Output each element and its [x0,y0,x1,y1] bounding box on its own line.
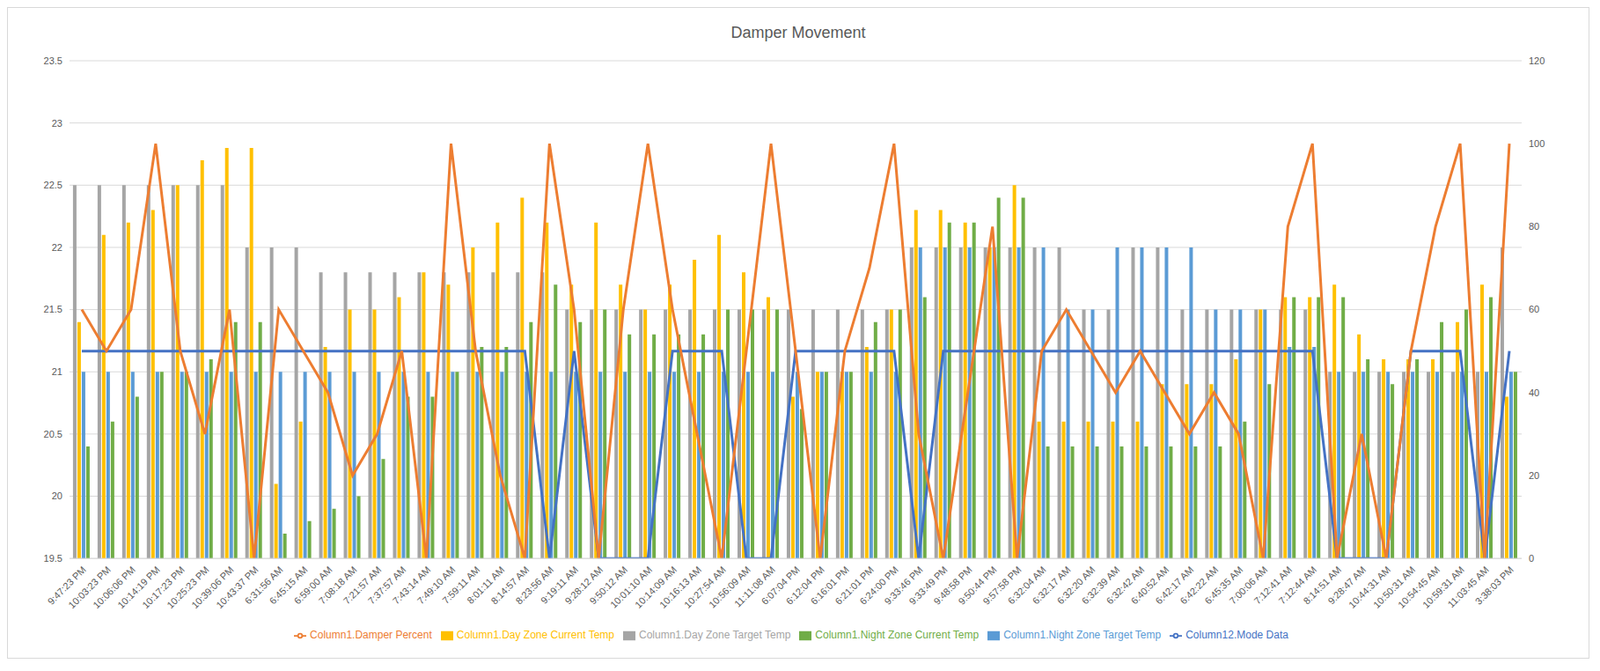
svg-text:7:37:57 AM: 7:37:57 AM [365,563,408,606]
svg-text:6:32:20 AM: 6:32:20 AM [1054,563,1098,606]
svg-text:9:50:44 PM: 9:50:44 PM [956,563,999,607]
svg-text:20: 20 [1528,469,1540,481]
svg-text:6:32:39 AM: 6:32:39 AM [1079,563,1122,606]
svg-text:7:21:57 AM: 7:21:57 AM [341,563,384,606]
svg-text:6:31:56 AM: 6:31:56 AM [242,563,285,606]
svg-text:22.5: 22.5 [44,179,63,191]
svg-text:21: 21 [51,366,63,377]
svg-text:10:59:31 AM: 10:59:31 AM [1420,563,1467,610]
svg-text:21.5: 21.5 [44,303,63,315]
svg-text:23.5: 23.5 [44,55,63,67]
svg-text:6:42:22 AM: 6:42:22 AM [1177,563,1221,606]
html-text:Damper Movement: Damper Movement [730,23,866,42]
svg-text:6:45:15 AM: 6:45:15 AM [267,563,310,606]
svg-text:10:44:31 AM: 10:44:31 AM [1346,563,1393,610]
svg-text:10:14:19 PM: 10:14:19 PM [115,563,162,611]
svg-text:9:57:58 PM: 9:57:58 PM [980,563,1024,607]
svg-text:20: 20 [51,490,63,501]
svg-text:11:11:08 AM: 11:11:08 AM [732,563,778,609]
svg-text:10:54:45 AM: 10:54:45 AM [1395,563,1442,610]
svg-text:10:16:13 AM: 10:16:13 AM [657,563,704,610]
svg-text:60: 60 [1528,303,1540,315]
svg-text:10:56:09 AM: 10:56:09 AM [706,563,753,610]
svg-text:10:50:31 AM: 10:50:31 AM [1371,563,1418,610]
svg-text:10:03:23 PM: 10:03:23 PM [66,563,113,611]
svg-text:10:39:06 PM: 10:39:06 PM [189,563,236,611]
html-text:Column1.Day Zone Target Temp: Column1.Day Zone Target Temp [638,628,791,641]
svg-text:19.5: 19.5 [44,552,63,564]
svg-text:6:32:04 AM: 6:32:04 AM [1005,563,1048,606]
svg-text:6:24:00 PM: 6:24:00 PM [857,563,901,607]
svg-text:10:27:54 AM: 10:27:54 AM [681,563,728,610]
svg-text:20.5: 20.5 [44,428,63,440]
svg-text:120: 120 [1528,55,1545,67]
svg-text:9:50:12 AM: 9:50:12 AM [587,563,630,606]
svg-text:6:42:17 AM: 6:42:17 AM [1153,563,1196,606]
svg-text:6:32:42 AM: 6:32:42 AM [1104,563,1147,606]
svg-text:8:14:57 AM: 8:14:57 AM [488,563,531,606]
svg-text:6:40:52 AM: 6:40:52 AM [1128,563,1171,606]
svg-text:6:12:04 PM: 6:12:04 PM [783,563,827,607]
svg-text:9:19:11 AM: 9:19:11 AM [538,563,581,606]
svg-text:6:21:01 PM: 6:21:01 PM [833,563,876,607]
svg-text:10:25:23 PM: 10:25:23 PM [164,563,212,611]
html-text:Column1.Night Zone Current Tem: Column1.Night Zone Current Temp [815,628,979,641]
svg-text:9:48:58 PM: 9:48:58 PM [931,563,974,607]
svg-text:6:45:35 AM: 6:45:35 AM [1202,563,1245,606]
svg-text:40: 40 [1528,387,1540,398]
svg-text:6:07:04 PM: 6:07:04 PM [759,563,802,607]
svg-text:7:12:41 AM: 7:12:41 AM [1251,563,1294,606]
svg-text:9:33:46 PM: 9:33:46 PM [882,563,925,607]
svg-text:10:17:23 PM: 10:17:23 PM [140,563,187,611]
html-text:Column12.Mode Data: Column12.Mode Data [1185,628,1289,641]
svg-text:22: 22 [51,242,63,253]
svg-text:6:16:01 PM: 6:16:01 PM [808,563,851,607]
svg-text:3:38:03 PM: 3:38:03 PM [1473,564,1516,607]
svg-text:10:01:10 AM: 10:01:10 AM [608,563,654,610]
svg-text:0: 0 [1528,552,1534,564]
svg-text:9:33:49 PM: 9:33:49 PM [906,563,950,607]
svg-text:80: 80 [1528,220,1540,232]
svg-text:8:14:51 AM: 8:14:51 AM [1301,563,1344,606]
svg-text:9:28:12 AM: 9:28:12 AM [562,563,605,606]
svg-text:7:43:14 AM: 7:43:14 AM [390,563,433,606]
svg-text:7:59:11 AM: 7:59:11 AM [440,563,482,606]
svg-text:11:03:45 AM: 11:03:45 AM [1445,563,1491,610]
html-text:Column1.Damper Percent: Column1.Damper Percent [309,628,432,641]
svg-text:23: 23 [51,117,63,129]
svg-text:100: 100 [1528,138,1545,149]
svg-text:7:00:06 AM: 7:00:06 AM [1227,563,1270,606]
svg-text:10:43:37 PM: 10:43:37 PM [213,563,261,611]
svg-text:7:49:10 AM: 7:49:10 AM [415,563,458,606]
svg-text:10:06:06 PM: 10:06:06 PM [90,563,138,611]
svg-text:9:47:23 PM: 9:47:23 PM [45,563,88,607]
html-text:Column1.Day Zone Current Temp: Column1.Day Zone Current Temp [456,628,615,641]
svg-text:8:01:11 AM: 8:01:11 AM [464,563,507,606]
svg-text:6:59:00 AM: 6:59:00 AM [291,563,335,606]
svg-text:7:08:18 AM: 7:08:18 AM [316,563,359,606]
svg-text:10:14:09 AM: 10:14:09 AM [632,563,679,610]
svg-text:6:32:17 AM: 6:32:17 AM [1030,563,1073,606]
svg-text:7:12:44 AM: 7:12:44 AM [1276,563,1319,606]
html-text:Column1.Night Zone Target Temp: Column1.Night Zone Target Temp [1003,628,1162,641]
svg-text:8:23:56 AM: 8:23:56 AM [513,563,556,606]
svg-text:9:28:47 AM: 9:28:47 AM [1325,563,1368,606]
